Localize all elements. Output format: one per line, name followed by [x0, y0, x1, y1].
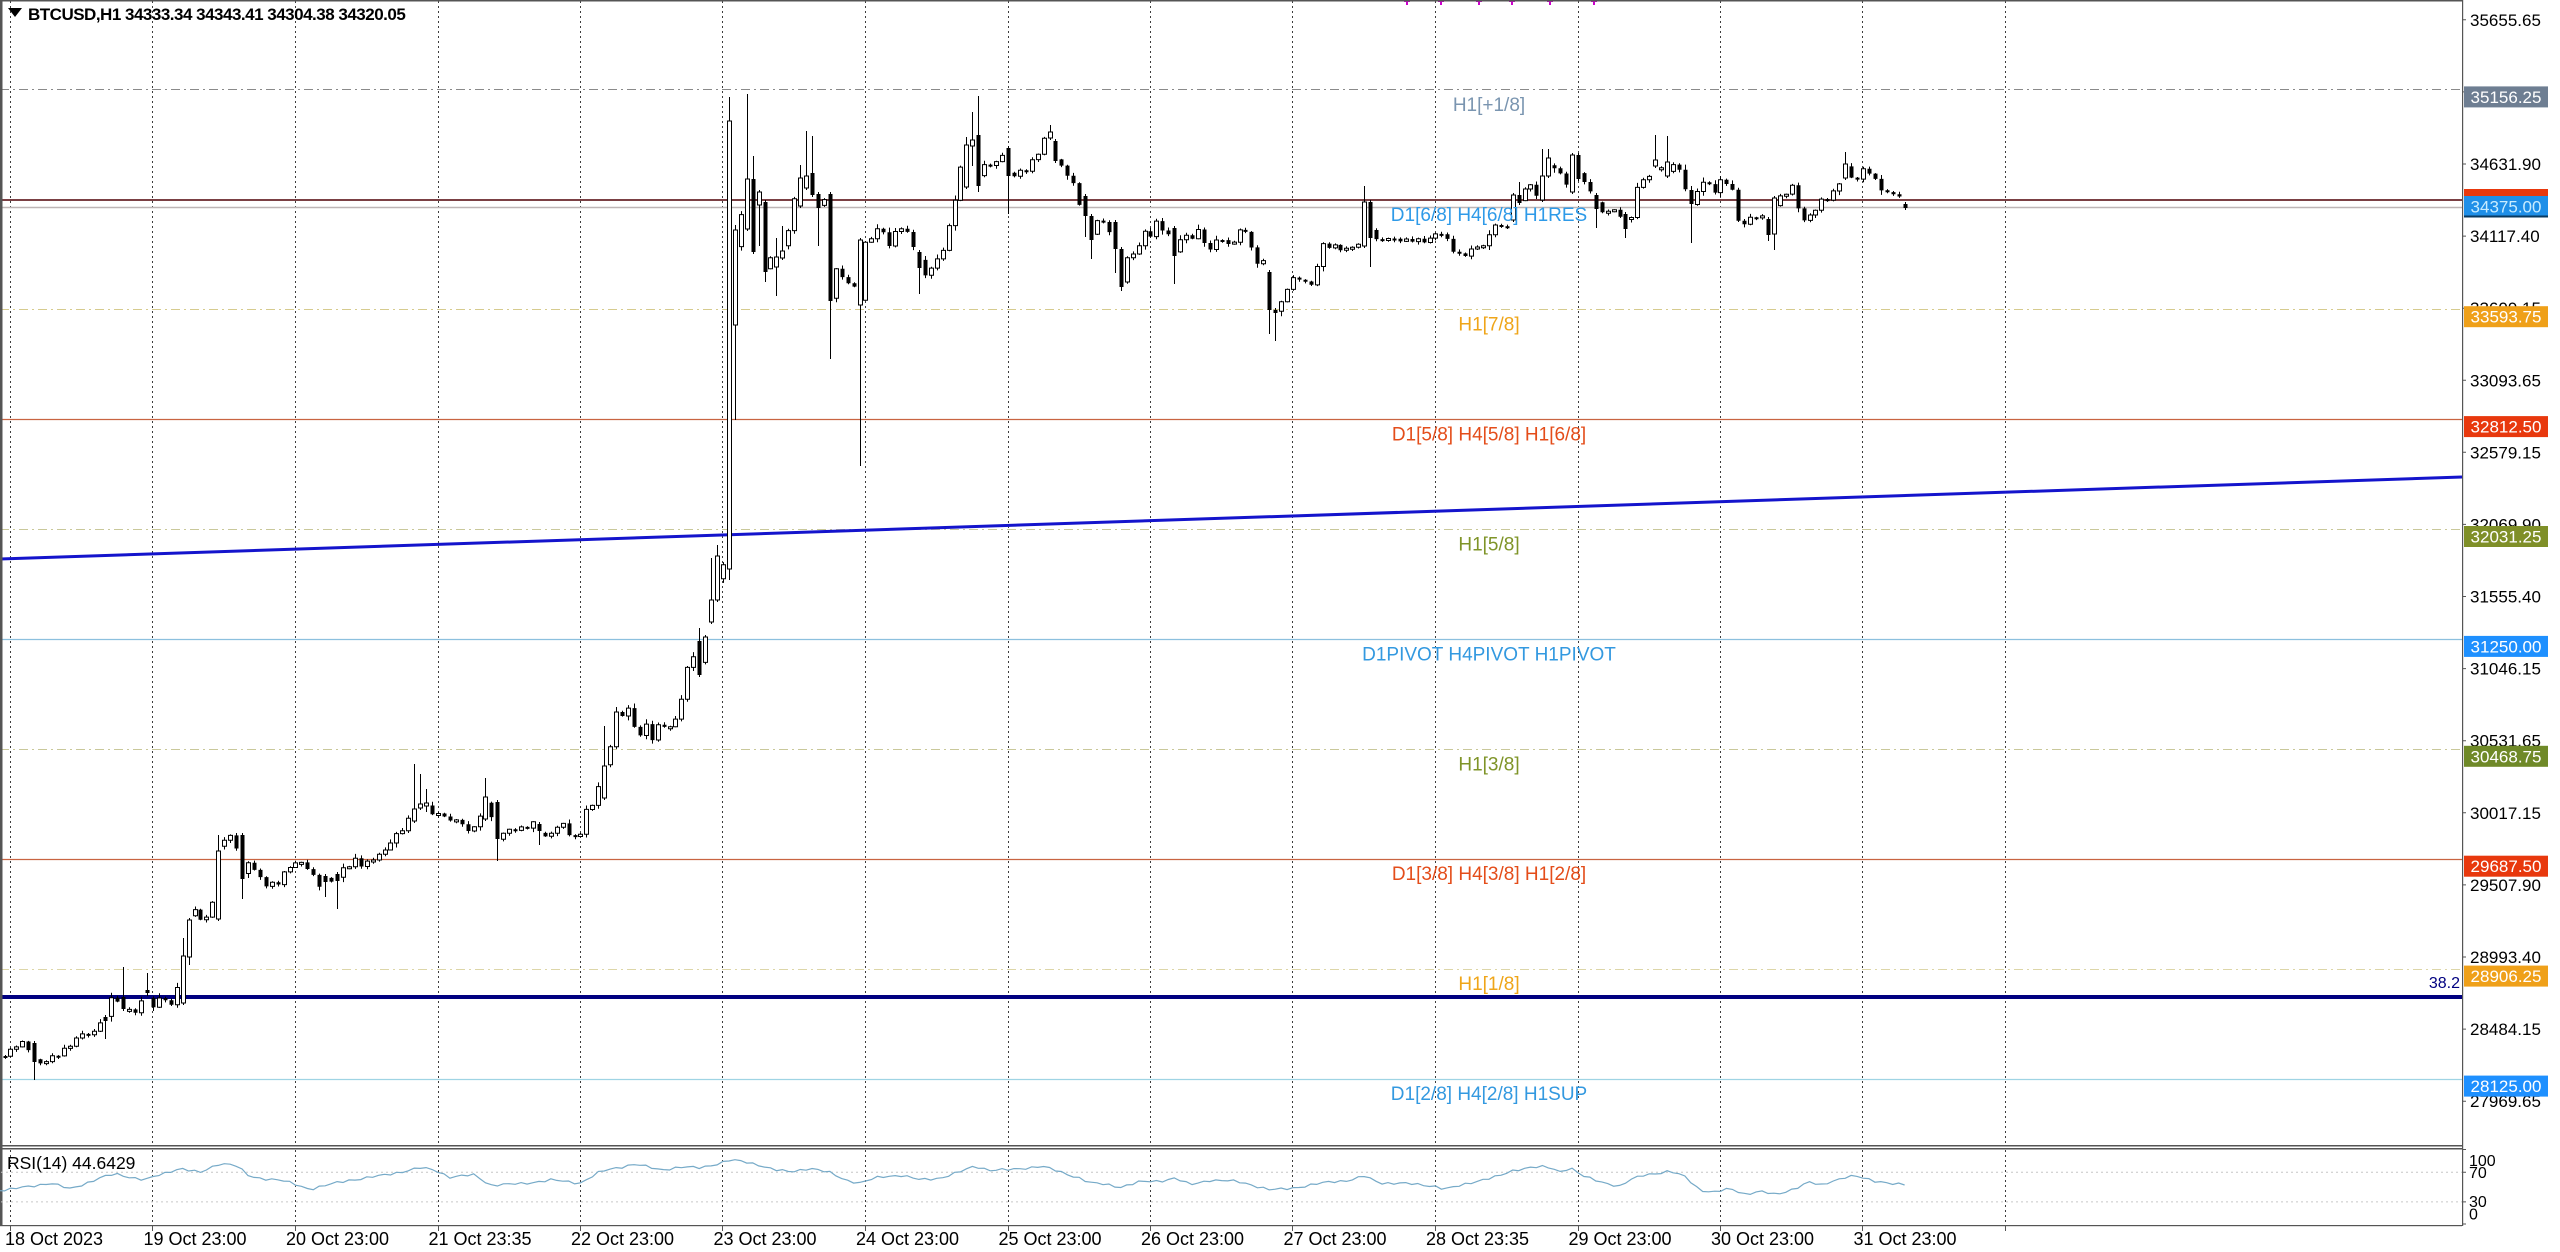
svg-text:70: 70 [2469, 1165, 2487, 1182]
svg-text:34117.40: 34117.40 [2470, 227, 2540, 246]
svg-text:35156.25: 35156.25 [2471, 88, 2542, 107]
svg-text:H1[3/8]: H1[3/8] [1458, 754, 1519, 775]
svg-text:33593.75: 33593.75 [2471, 308, 2542, 327]
svg-text:30: 30 [2469, 1194, 2487, 1211]
svg-text:D1[3/8] H4[3/8] H1[2/8]: D1[3/8] H4[3/8] H1[2/8] [1392, 864, 1586, 885]
svg-text:30 Oct 23:00: 30 Oct 23:00 [1711, 1229, 1814, 1249]
svg-text:RSI(14) 44.6429: RSI(14) 44.6429 [7, 1153, 135, 1173]
svg-text:100: 100 [2469, 1153, 2496, 1170]
svg-text:31 Oct 23:00: 31 Oct 23:00 [1853, 1229, 1956, 1249]
svg-text:32031.25: 32031.25 [2471, 528, 2542, 547]
svg-text:31555.40: 31555.40 [2470, 588, 2541, 607]
svg-text:29 Oct 23:00: 29 Oct 23:00 [1568, 1229, 1671, 1249]
svg-text:35655.65: 35655.65 [2470, 11, 2541, 30]
svg-text:D1[5/8] H4[5/8] H1[6/8]: D1[5/8] H4[5/8] H1[6/8] [1392, 425, 1586, 446]
svg-text:28906.25: 28906.25 [2471, 967, 2542, 986]
svg-text:30017.15: 30017.15 [2470, 804, 2541, 823]
svg-text:31046.15: 31046.15 [2470, 660, 2541, 679]
svg-text:22 Oct 23:00: 22 Oct 23:00 [571, 1229, 674, 1249]
svg-text:18 Oct 2023: 18 Oct 2023 [5, 1229, 103, 1249]
svg-text:29687.50: 29687.50 [2471, 857, 2542, 876]
svg-text:30468.75: 30468.75 [2471, 747, 2542, 766]
svg-text:28 Oct 23:35: 28 Oct 23:35 [1426, 1229, 1529, 1249]
svg-text:D1PIVOT H4PIVOT H1PIVOT: D1PIVOT H4PIVOT H1PIVOT [1362, 644, 1616, 665]
svg-text:34375.00: 34375.00 [2471, 198, 2542, 217]
svg-text:24 Oct 23:00: 24 Oct 23:00 [856, 1229, 959, 1249]
svg-text:20 Oct 23:00: 20 Oct 23:00 [286, 1229, 389, 1249]
svg-text:0: 0 [2469, 1207, 2478, 1224]
svg-text:32579.15: 32579.15 [2470, 443, 2541, 462]
svg-text:H1[1/8]: H1[1/8] [1458, 974, 1519, 995]
svg-text:H1[5/8]: H1[5/8] [1458, 535, 1519, 556]
svg-text:H1[7/8]: H1[7/8] [1458, 315, 1519, 336]
svg-text:28125.00: 28125.00 [2471, 1077, 2542, 1096]
svg-text:28484.15: 28484.15 [2470, 1020, 2541, 1039]
svg-text:19 Oct 23:00: 19 Oct 23:00 [143, 1229, 246, 1249]
svg-text:32812.50: 32812.50 [2471, 418, 2542, 437]
svg-text:D1[6/8] H4[6/8] H1RES: D1[6/8] H4[6/8] H1RES [1391, 205, 1587, 226]
svg-text:38.2: 38.2 [2429, 975, 2460, 992]
svg-text:34631.90: 34631.90 [2470, 155, 2541, 174]
svg-text:25 Oct 23:00: 25 Oct 23:00 [998, 1229, 1101, 1249]
svg-text:27 Oct 23:00: 27 Oct 23:00 [1283, 1229, 1386, 1249]
svg-text:31250.00: 31250.00 [2471, 637, 2542, 656]
svg-text:26 Oct 23:00: 26 Oct 23:00 [1141, 1229, 1244, 1249]
svg-text:23 Oct 23:00: 23 Oct 23:00 [713, 1229, 816, 1249]
svg-text:BTCUSD,H1 34333.34 34343.41 3: BTCUSD,H1 34333.34 34343.41 34304.38 343… [28, 5, 405, 24]
svg-text:21 Oct 23:35: 21 Oct 23:35 [428, 1229, 531, 1249]
svg-text:28993.40: 28993.40 [2470, 948, 2541, 967]
svg-text:33093.65: 33093.65 [2470, 371, 2541, 390]
svg-text:27969.65: 27969.65 [2470, 1092, 2541, 1111]
svg-text:H1[+1/8]: H1[+1/8] [1453, 95, 1525, 116]
svg-text:D1[2/8] H4[2/8] H1SUP: D1[2/8] H4[2/8] H1SUP [1391, 1084, 1587, 1105]
svg-text:29507.90: 29507.90 [2470, 876, 2541, 895]
